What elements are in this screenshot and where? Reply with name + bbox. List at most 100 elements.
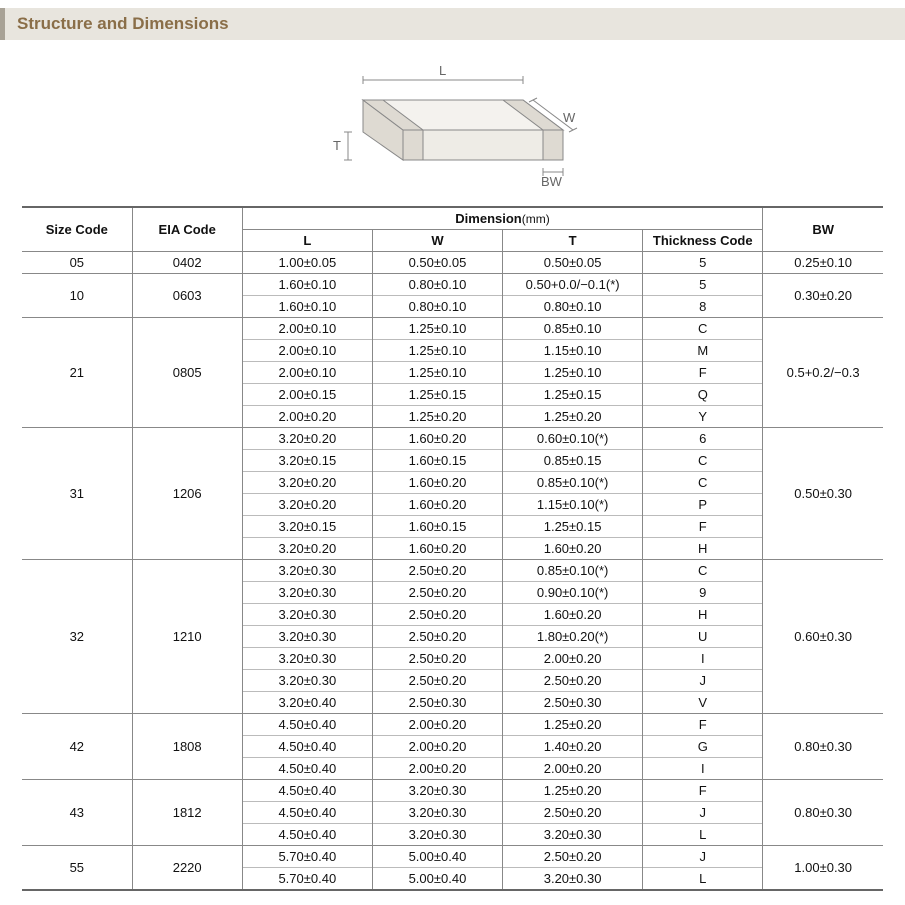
cell-bw: 0.50±0.30 (763, 428, 883, 560)
cell-W: 2.00±0.20 (372, 736, 502, 758)
dimension-diagram: L T W BW (0, 40, 905, 206)
cell-T: 1.25±0.20 (503, 406, 643, 428)
cell-T: 1.15±0.10 (503, 340, 643, 362)
cell-size-code: 05 (22, 252, 132, 274)
cell-size-code: 43 (22, 780, 132, 846)
cell-T: 0.85±0.15 (503, 450, 643, 472)
cell-thickness-code: G (643, 736, 763, 758)
cell-thickness-code: 5 (643, 274, 763, 296)
cell-thickness-code: U (643, 626, 763, 648)
cell-bw: 0.60±0.30 (763, 560, 883, 714)
table-row: 4218084.50±0.402.00±0.201.25±0.20F0.80±0… (22, 714, 883, 736)
cell-T: 0.85±0.10 (503, 318, 643, 340)
cell-T: 0.80±0.10 (503, 296, 643, 318)
dimensions-table-wrap: Size CodeEIA CodeDimension(mm)BWLWTThick… (0, 206, 905, 899)
cell-L: 3.20±0.15 (242, 450, 372, 472)
svg-text:BW: BW (541, 174, 563, 189)
cell-L: 1.00±0.05 (242, 252, 372, 274)
cell-size-code: 21 (22, 318, 132, 428)
cell-thickness-code: Y (643, 406, 763, 428)
cell-bw: 0.80±0.30 (763, 780, 883, 846)
cell-L: 1.60±0.10 (242, 296, 372, 318)
cell-T: 0.85±0.10(*) (503, 472, 643, 494)
cell-thickness-code: F (643, 714, 763, 736)
cell-L: 3.20±0.30 (242, 648, 372, 670)
cell-L: 3.20±0.30 (242, 626, 372, 648)
cell-thickness-code: L (643, 868, 763, 891)
cell-T: 2.50±0.30 (503, 692, 643, 714)
cell-W: 2.00±0.20 (372, 714, 502, 736)
cell-thickness-code: H (643, 604, 763, 626)
cell-T: 3.20±0.30 (503, 868, 643, 891)
cell-bw: 0.30±0.20 (763, 274, 883, 318)
cell-T: 2.00±0.20 (503, 758, 643, 780)
col-dimension-group: Dimension(mm) (242, 207, 763, 230)
cell-W: 0.50±0.05 (372, 252, 502, 274)
svg-text:L: L (439, 63, 446, 78)
cell-T: 1.60±0.20 (503, 604, 643, 626)
cell-thickness-code: 8 (643, 296, 763, 318)
table-row: 3112063.20±0.201.60±0.200.60±0.10(*)60.5… (22, 428, 883, 450)
cell-T: 1.25±0.20 (503, 780, 643, 802)
cell-L: 3.20±0.20 (242, 494, 372, 516)
cell-T: 1.25±0.15 (503, 516, 643, 538)
table-row: 0504021.00±0.050.50±0.050.50±0.0550.25±0… (22, 252, 883, 274)
cell-size-code: 42 (22, 714, 132, 780)
cell-thickness-code: C (643, 318, 763, 340)
cell-L: 5.70±0.40 (242, 868, 372, 891)
cell-thickness-code: 5 (643, 252, 763, 274)
cell-W: 0.80±0.10 (372, 274, 502, 296)
table-row: 1006031.60±0.100.80±0.100.50+0.0/−0.1(*)… (22, 274, 883, 296)
cell-thickness-code: C (643, 450, 763, 472)
cell-eia-code: 0603 (132, 274, 242, 318)
svg-text:T: T (333, 138, 341, 153)
cell-L: 3.20±0.30 (242, 560, 372, 582)
cell-bw: 0.80±0.30 (763, 714, 883, 780)
cell-W: 2.50±0.20 (372, 604, 502, 626)
cell-L: 3.20±0.20 (242, 472, 372, 494)
section-banner: Structure and Dimensions (0, 8, 905, 40)
cell-T: 2.50±0.20 (503, 670, 643, 692)
cell-thickness-code: F (643, 780, 763, 802)
cell-W: 3.20±0.30 (372, 780, 502, 802)
cell-L: 4.50±0.40 (242, 802, 372, 824)
cell-thickness-code: 9 (643, 582, 763, 604)
cell-thickness-code: I (643, 648, 763, 670)
table-row: 5522205.70±0.405.00±0.402.50±0.20J1.00±0… (22, 846, 883, 868)
cell-T: 0.85±0.10(*) (503, 560, 643, 582)
col-T: T (503, 230, 643, 252)
cell-L: 5.70±0.40 (242, 846, 372, 868)
cell-bw: 0.5+0.2/−0.3 (763, 318, 883, 428)
svg-text:W: W (563, 110, 576, 125)
cell-L: 1.60±0.10 (242, 274, 372, 296)
cell-L: 4.50±0.40 (242, 824, 372, 846)
cell-thickness-code: 6 (643, 428, 763, 450)
cell-W: 5.00±0.40 (372, 868, 502, 891)
cell-thickness-code: C (643, 472, 763, 494)
cell-W: 2.50±0.20 (372, 648, 502, 670)
table-row: 4318124.50±0.403.20±0.301.25±0.20F0.80±0… (22, 780, 883, 802)
cell-size-code: 10 (22, 274, 132, 318)
cell-L: 3.20±0.15 (242, 516, 372, 538)
cell-W: 2.50±0.20 (372, 560, 502, 582)
col-thickness-code: Thickness Code (643, 230, 763, 252)
cell-thickness-code: C (643, 560, 763, 582)
cell-W: 2.50±0.20 (372, 670, 502, 692)
cell-L: 4.50±0.40 (242, 714, 372, 736)
cell-W: 3.20±0.30 (372, 824, 502, 846)
cell-W: 1.60±0.15 (372, 450, 502, 472)
cell-size-code: 55 (22, 846, 132, 891)
cell-size-code: 31 (22, 428, 132, 560)
cell-L: 2.00±0.10 (242, 318, 372, 340)
cell-thickness-code: J (643, 846, 763, 868)
cell-W: 2.50±0.20 (372, 626, 502, 648)
cell-T: 2.50±0.20 (503, 846, 643, 868)
cell-size-code: 32 (22, 560, 132, 714)
cell-L: 3.20±0.30 (242, 582, 372, 604)
section-title: Structure and Dimensions (17, 14, 229, 33)
cell-T: 1.25±0.20 (503, 714, 643, 736)
cell-W: 1.60±0.20 (372, 428, 502, 450)
cell-T: 1.60±0.20 (503, 538, 643, 560)
col-eia-code: EIA Code (132, 207, 242, 252)
cell-W: 1.25±0.10 (372, 362, 502, 384)
